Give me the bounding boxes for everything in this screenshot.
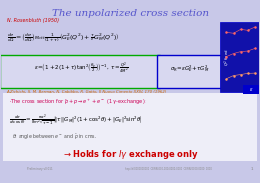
Text: hep-th/0000000000  CERN-000-000-0000-0000  CERN/0000-0000  0000: hep-th/0000000000 CERN-000-000-0000-0000… bbox=[125, 167, 212, 171]
FancyBboxPatch shape bbox=[3, 93, 257, 161]
Text: $\frac{d\sigma}{d(\cos\theta)} = \frac{\pi\alpha^2}{8m^2\sqrt{\tau-1}}\left[|\ta: $\frac{d\sigma}{d(\cos\theta)} = \frac{\… bbox=[9, 112, 143, 127]
FancyBboxPatch shape bbox=[220, 22, 260, 92]
FancyBboxPatch shape bbox=[1, 11, 259, 102]
Text: $\to$Holds for $I\gamma$ exchange only: $\to$Holds for $I\gamma$ exchange only bbox=[62, 148, 198, 161]
FancyBboxPatch shape bbox=[243, 85, 260, 94]
Text: The unpolarized cross section: The unpolarized cross section bbox=[51, 10, 209, 18]
Text: $\frac{d\sigma}{d\Omega} = \left(\frac{d\sigma}{d\Omega}\right)_{Mott}$$\frac{1}: $\frac{d\sigma}{d\Omega} = \left(\frac{d… bbox=[6, 32, 119, 43]
Text: $\theta$: angle between $e^-$ and $\bar{p}$ in cms.: $\theta$: angle between $e^-$ and $\bar{… bbox=[12, 132, 97, 141]
Text: $\varepsilon$: $\varepsilon$ bbox=[249, 86, 254, 93]
Text: A.Zichichi, S. M. Berman, N. Cabibbo, R. Gatto, Il Nuovo Cimento XXIV, 170 (1962: A.Zichichi, S. M. Berman, N. Cabibbo, R.… bbox=[6, 90, 167, 94]
Text: $Q^2$ fixed: $Q^2$ fixed bbox=[223, 48, 232, 66]
Text: $\cdot$The cross section for $\bar{p}+p\to e^++e^-$ (1 $\gamma$-exchange):: $\cdot$The cross section for $\bar{p}+p\… bbox=[9, 97, 147, 107]
FancyBboxPatch shape bbox=[0, 55, 160, 88]
FancyBboxPatch shape bbox=[157, 55, 221, 88]
Text: Preliminary v0.011: Preliminary v0.011 bbox=[27, 167, 53, 171]
Text: 1: 1 bbox=[251, 167, 254, 171]
Text: $\varepsilon\!=\!\left(1+2(1+\tau)\tan^2\!\left(\frac{\theta_e}{2}\right)\right): $\varepsilon\!=\!\left(1+2(1+\tau)\tan^2… bbox=[34, 61, 129, 76]
Text: N. Rosenbluth (1950): N. Rosenbluth (1950) bbox=[6, 18, 58, 23]
Text: $\sigma_R\!=\!\varepsilon G_E^2\!+\!\tau G_M^2$: $\sigma_R\!=\!\varepsilon G_E^2\!+\!\tau… bbox=[170, 63, 209, 74]
